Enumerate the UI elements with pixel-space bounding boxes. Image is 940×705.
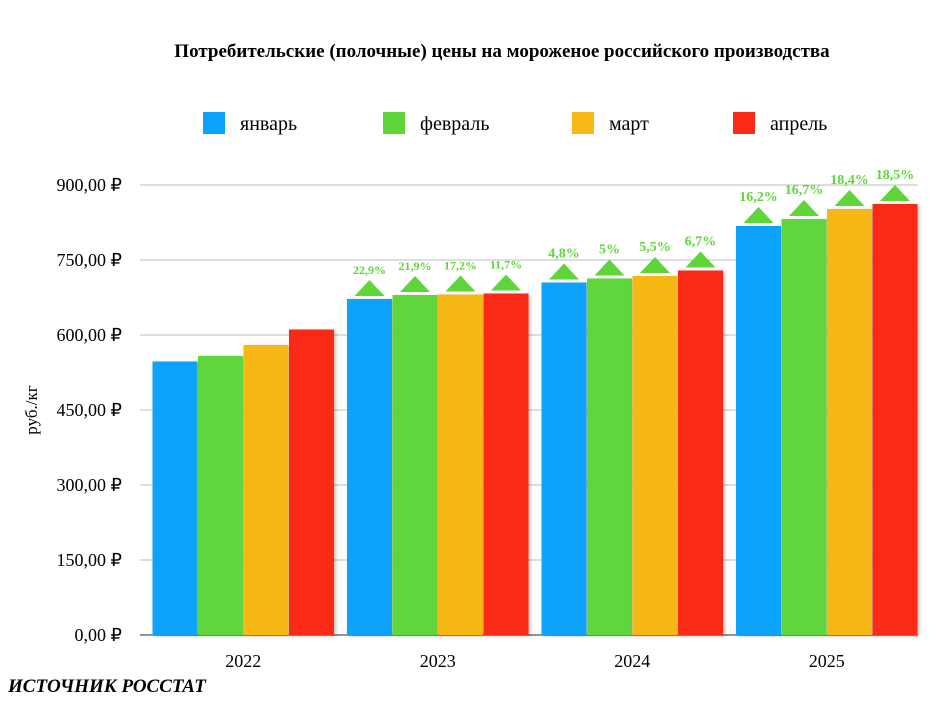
bar (198, 356, 243, 635)
bar (587, 278, 632, 635)
data-label: 17,2% (444, 259, 477, 273)
growth-marker (743, 207, 774, 223)
data-label: 21,9% (399, 259, 432, 273)
bar (827, 209, 872, 635)
growth-marker (789, 200, 819, 216)
x-tick-label: 2025 (809, 651, 845, 671)
bar (243, 345, 289, 635)
growth-marker (594, 259, 625, 276)
bar (678, 270, 723, 635)
y-tick-label: 900,00 ₽ (57, 175, 122, 195)
bar (152, 361, 198, 635)
growth-marker (354, 280, 385, 296)
bar (289, 329, 334, 635)
legend-swatch (383, 112, 405, 134)
bar (347, 299, 392, 635)
x-tick-label: 2022 (225, 651, 261, 671)
x-tick-label: 2024 (614, 651, 650, 671)
legend-label: апрель (770, 113, 827, 135)
bar (438, 294, 483, 635)
growth-marker (685, 251, 716, 268)
bar (632, 276, 678, 635)
data-label: 5% (599, 243, 620, 258)
data-label: 6,7% (685, 235, 717, 250)
legend-label: январь (240, 113, 297, 135)
bar (872, 204, 918, 635)
bar (392, 295, 438, 635)
y-axis: 0,00 ₽ 150,00 ₽ 300,00 ₽ 450,00 ₽ 600,00 ₽ 75… (57, 175, 122, 645)
data-label: 16,2% (739, 190, 778, 205)
y-tick-label: 750,00 ₽ (57, 250, 122, 270)
data-label: 18,4% (830, 173, 869, 188)
legend-swatch (733, 112, 755, 134)
growth-marker (880, 185, 910, 201)
data-label: 22,9% (353, 263, 386, 277)
data-label: 5,5% (639, 240, 671, 255)
growth-marker (640, 257, 670, 273)
data-labels: 22,9% 21,9% 17,2% 11,7% 4,8% 5% 5,5% 6,7% 16,2% 1… (353, 168, 914, 296)
data-label: 18,5% (876, 168, 915, 183)
y-tick-label: 450,00 ₽ (57, 400, 122, 420)
y-tick-label: 600,00 ₽ (57, 325, 122, 345)
source-note: ИСТОЧНИК РОССТАТ (8, 676, 206, 697)
y-tick-label: 0,00 ₽ (75, 625, 122, 645)
bars (152, 204, 918, 635)
bar (541, 282, 587, 635)
chart-title: Потребительские (полочные) цены на морож… (174, 41, 830, 62)
growth-marker (549, 263, 579, 280)
data-label: 16,7% (785, 183, 824, 198)
growth-marker (445, 275, 476, 292)
legend-label: февраль (420, 113, 489, 135)
y-axis-title: руб./кг (22, 385, 41, 434)
y-tick-label: 150,00 ₽ (57, 550, 122, 570)
x-axis: 2022 2023 2024 2025 (225, 651, 845, 671)
legend: январь февраль март апрель (203, 112, 827, 135)
legend-swatch (572, 112, 594, 134)
bar (483, 293, 529, 635)
y-tick-label: 300,00 ₽ (57, 475, 122, 495)
data-label: 11,7% (490, 258, 522, 272)
legend-swatch (203, 112, 225, 134)
data-label: 4,8% (548, 247, 580, 262)
bar (736, 226, 781, 635)
growth-marker (491, 274, 521, 291)
growth-marker (834, 190, 865, 206)
bar (781, 219, 827, 635)
growth-marker (400, 276, 430, 292)
x-tick-label: 2023 (420, 651, 456, 671)
legend-label: март (609, 113, 649, 135)
